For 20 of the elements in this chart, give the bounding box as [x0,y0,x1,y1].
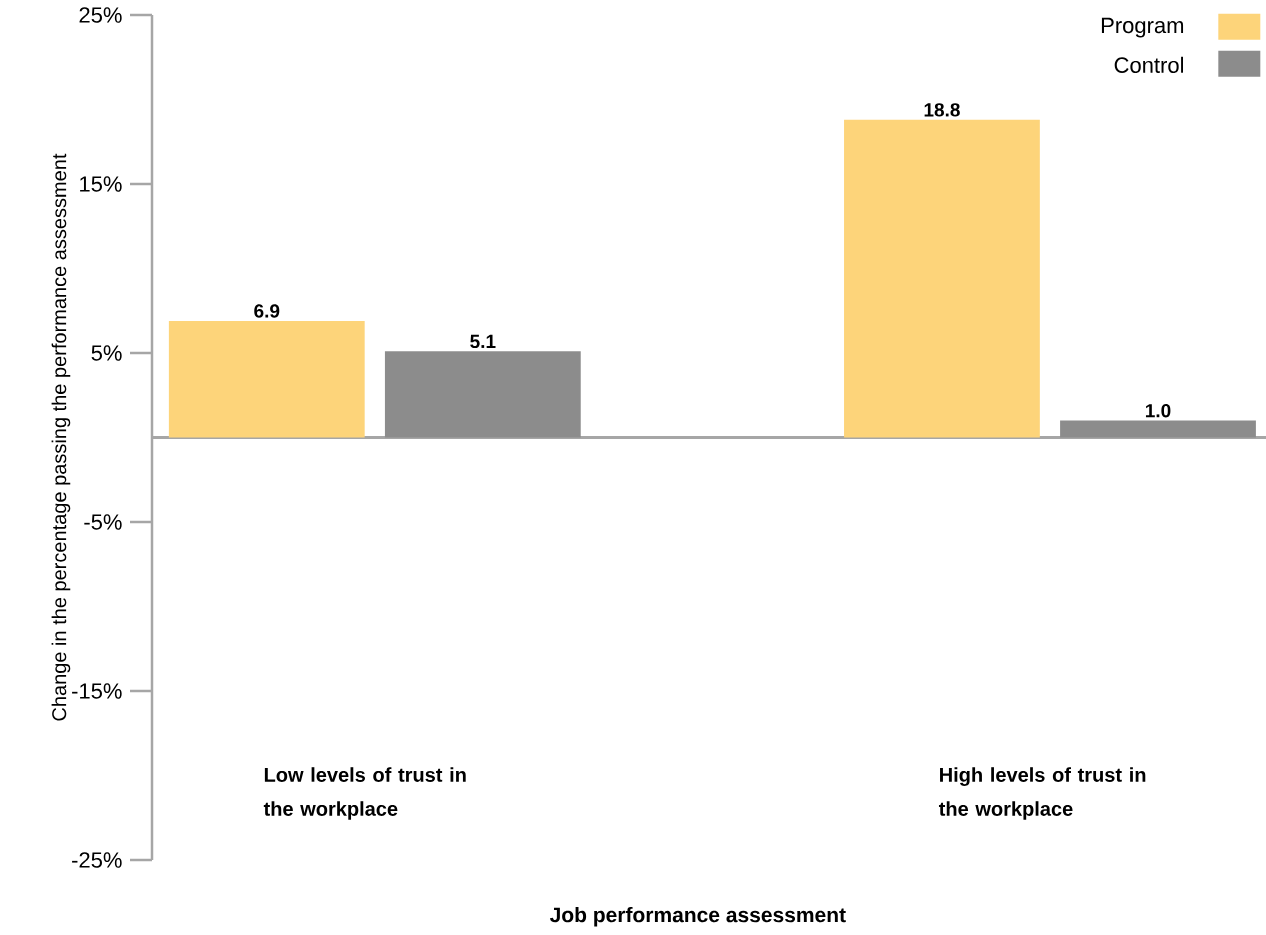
y-tick-label: 25% [79,7,122,23]
legend-label: Program [1101,17,1184,38]
y-axis-title: Change in the percentage passing the performance assessment [51,153,71,721]
legend-label: Control [1114,56,1184,73]
y-tick-label: -15% [72,683,122,699]
data-label: 5.1 [470,334,496,349]
x-axis-title: Job performance assessment [549,906,846,927]
bar [844,119,1040,438]
x-tick-label: Low levels of trust in the workplace [263,767,466,820]
y-tick-label: -5% [84,514,122,530]
bar [384,351,581,438]
bar [1060,420,1256,438]
y-tick-label: 5% [91,345,122,361]
data-label: 1.0 [1145,403,1171,418]
bar [168,320,365,438]
x-tick-label: High levels of trust in the workplace [938,767,1146,820]
data-label: 18.8 [924,103,960,117]
data-label: 6.9 [254,304,280,318]
y-tick-label: -25% [72,852,122,868]
y-tick-label: 15% [80,176,122,192]
